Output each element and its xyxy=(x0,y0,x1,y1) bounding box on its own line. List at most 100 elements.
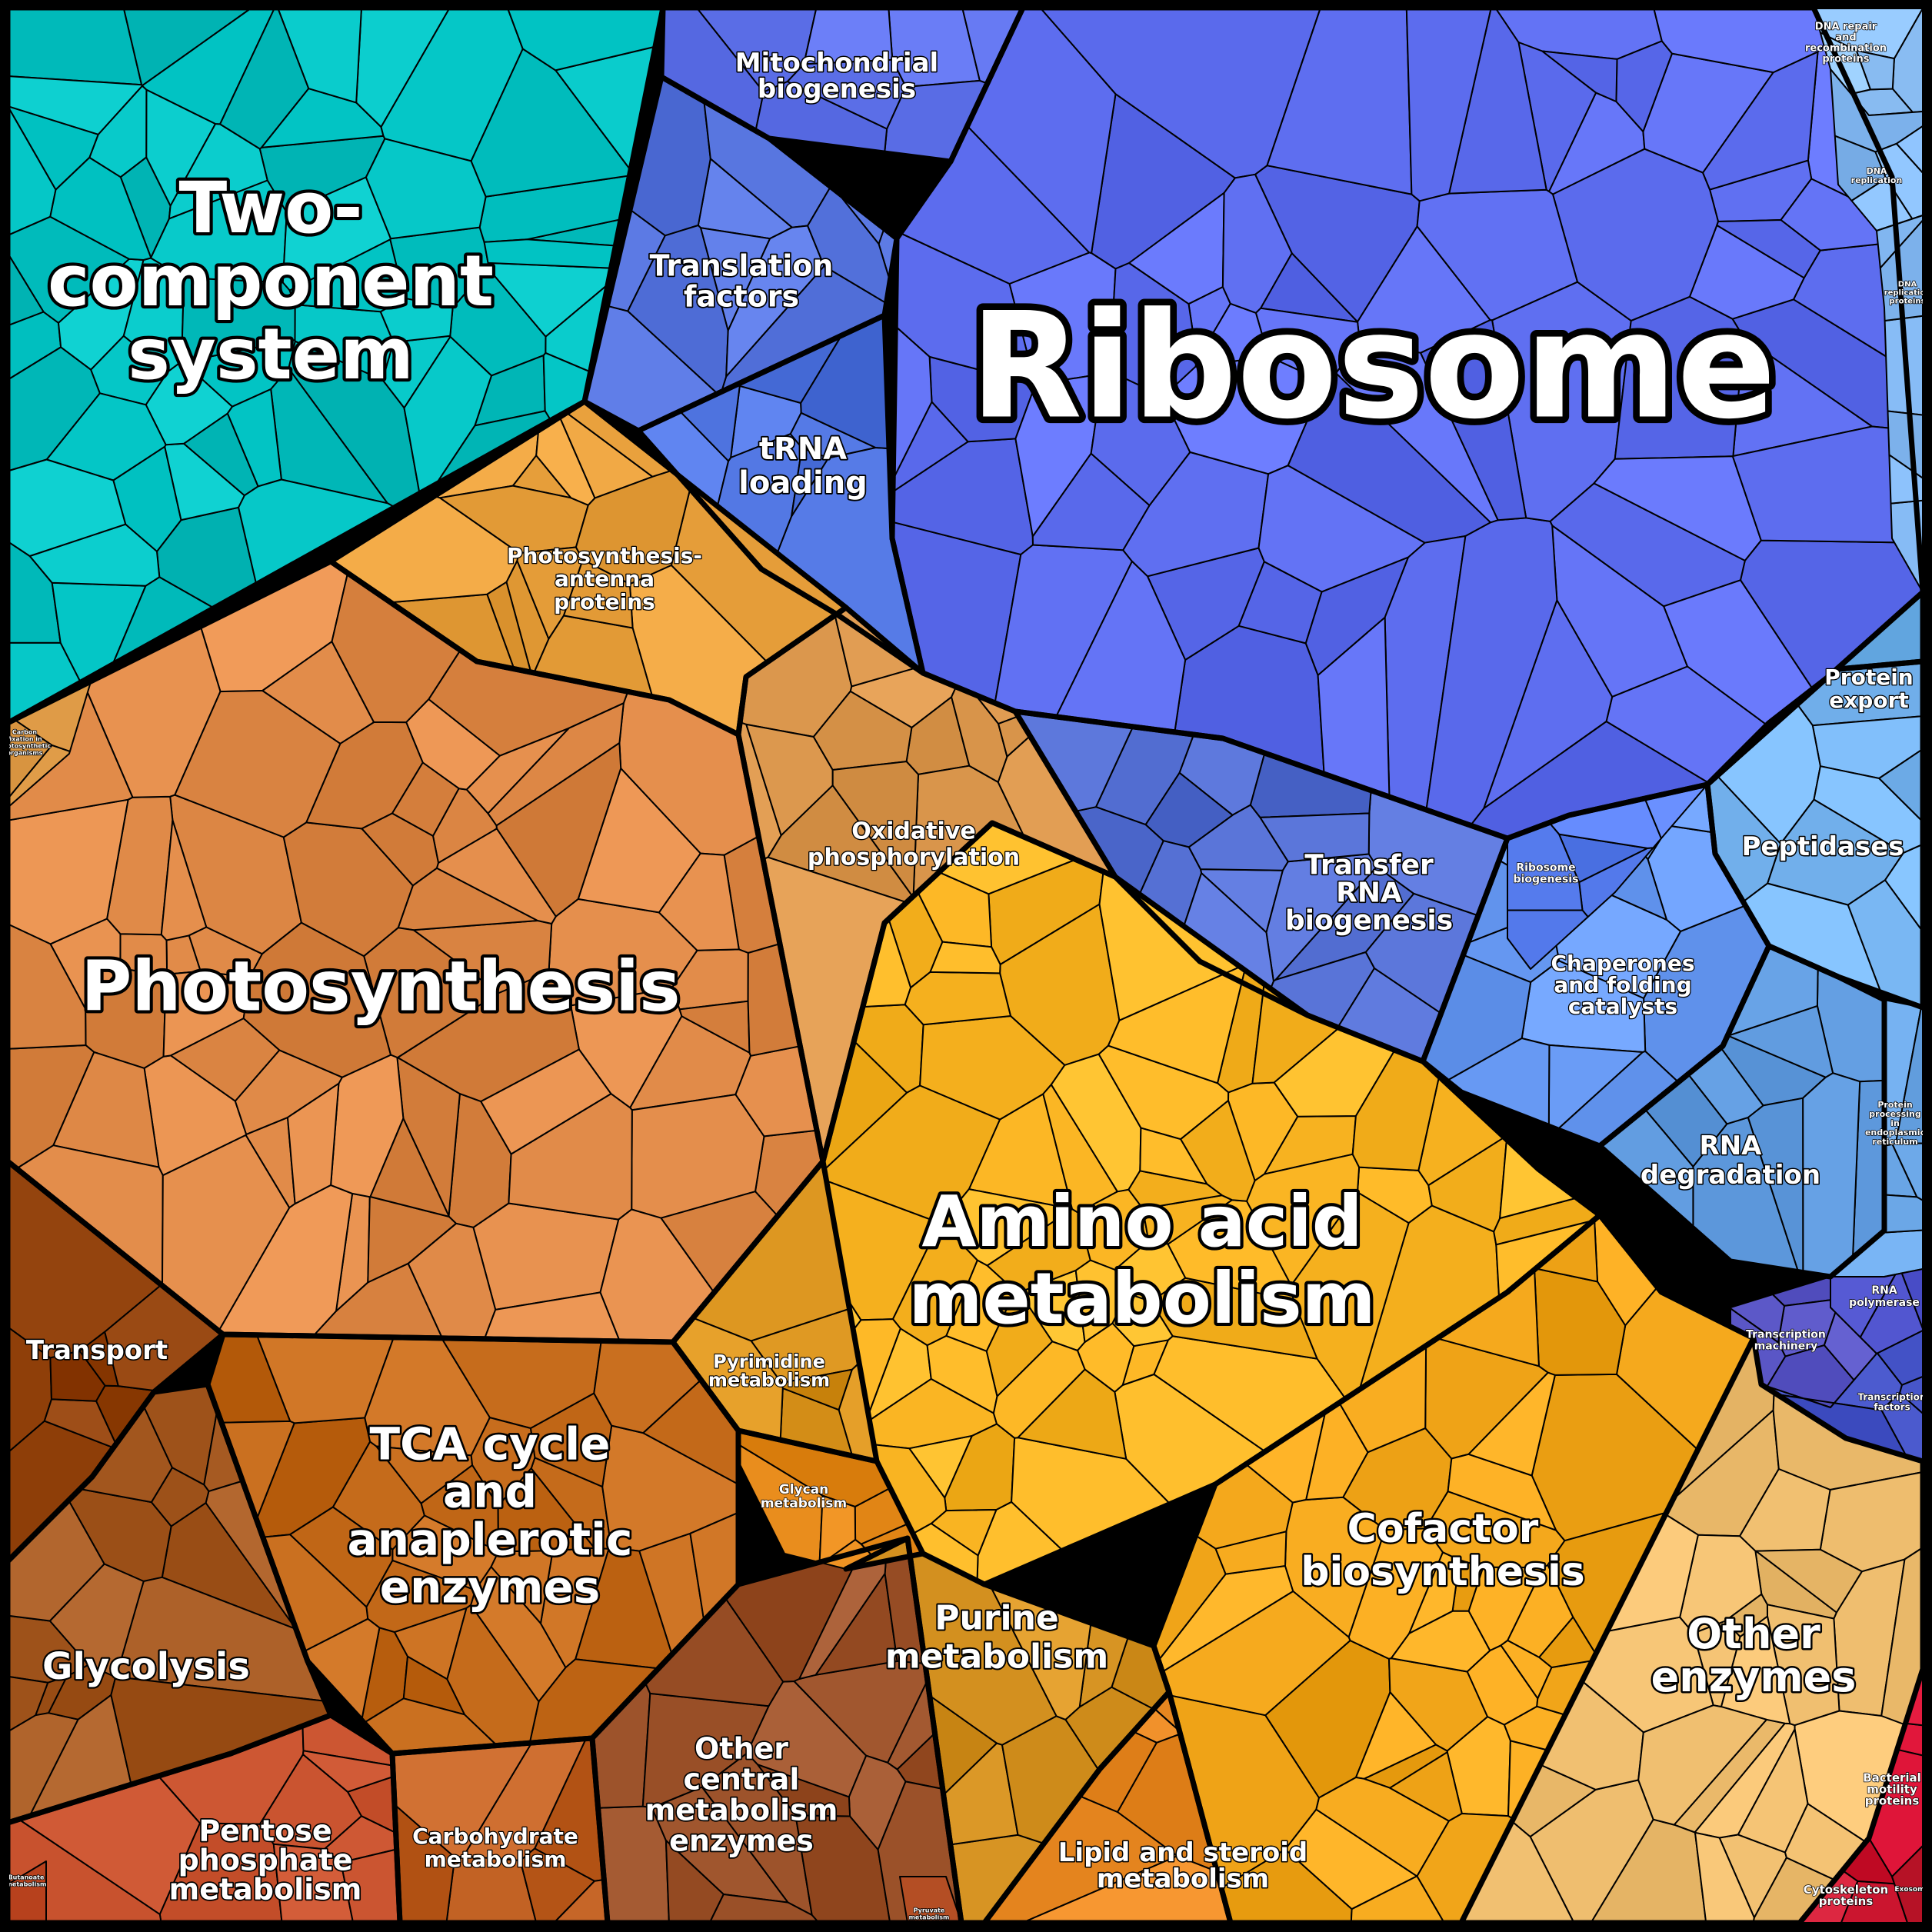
label-line: Ribosome xyxy=(970,281,1776,451)
protein-cell xyxy=(658,852,740,951)
protein-cell xyxy=(181,277,296,363)
region-peptidases xyxy=(1707,661,1924,1008)
label-line: Other xyxy=(695,1731,788,1765)
label-line: degradation xyxy=(1641,1160,1820,1191)
protein-cell xyxy=(1716,219,1821,279)
label-line: metabolism xyxy=(169,1872,362,1906)
protein-cell xyxy=(497,1467,595,1553)
protein-cell xyxy=(786,58,907,130)
region-ribosome-biogenesis xyxy=(1507,784,1708,970)
region-lipid-steroid xyxy=(984,1691,1231,1924)
label-line: Other xyxy=(1687,1610,1820,1658)
label-line: motility xyxy=(1867,1782,1917,1796)
label-line: RNA xyxy=(1700,1131,1763,1161)
region-tca-cycle xyxy=(207,1334,739,1754)
label-line: metabolism xyxy=(885,1637,1108,1676)
label-dna-replication: DNA replication xyxy=(1851,166,1903,185)
label-line: Transcription xyxy=(1858,1392,1927,1403)
label-line: Cofactor xyxy=(1347,1506,1539,1552)
label-line: Bacterial xyxy=(1863,1770,1921,1784)
label-line: metabolism xyxy=(761,1496,847,1511)
voronoi-cells xyxy=(7,7,1924,1924)
label-line: Oxidative xyxy=(851,818,975,845)
protein-cell xyxy=(1221,173,1293,314)
region-carbon-fixation xyxy=(7,676,93,808)
label-line: metabolism xyxy=(908,1257,1375,1340)
label-ribosome: Ribosome xyxy=(970,281,1776,451)
label-line: proteins xyxy=(1865,1794,1920,1807)
label-exosome: Exosome xyxy=(1894,1886,1929,1894)
label-line: system xyxy=(128,313,414,395)
label-purine: Purine metabolism xyxy=(885,1598,1108,1676)
region-translation-factors xyxy=(584,76,898,431)
label-carbon-fixation: Carbon fixation in photosynthetic organisms xyxy=(0,728,51,756)
label-line: Transcription xyxy=(1746,1328,1826,1341)
label-line: proteins xyxy=(1889,298,1925,306)
label-protein-export: Protein export xyxy=(1824,665,1913,713)
label-line: Lipid and steroid xyxy=(1058,1837,1307,1868)
label-line: metabolism xyxy=(708,1369,830,1391)
protein-cell xyxy=(508,1093,633,1221)
label-line: metabolism xyxy=(425,1847,567,1872)
region-rna-degradation xyxy=(1599,945,1885,1277)
label-photosynthesis: Photosynthesis xyxy=(81,947,680,1028)
protein-cell xyxy=(49,156,152,261)
label-line: machinery xyxy=(1754,1340,1818,1352)
protein-cell xyxy=(1042,1084,1118,1214)
region-two-component xyxy=(7,7,664,724)
protein-cell xyxy=(1880,1194,1924,1234)
label-line: Glycan xyxy=(779,1482,829,1497)
protein-cell xyxy=(1420,319,1527,521)
label-transfer-rna-biogenesis: Transfer RNA biogenesis xyxy=(1285,850,1453,937)
protein-cell xyxy=(1615,40,1673,133)
protein-cell xyxy=(929,941,1001,974)
label-glycan: Glycan metabolism xyxy=(761,1482,847,1511)
label-other-central: Other central metabolism enzymes xyxy=(645,1731,838,1857)
protein-cell xyxy=(495,742,622,918)
protein-cell xyxy=(7,7,143,86)
label-mitochondrial-biogenesis: Mitochondrial biogenesis xyxy=(735,48,938,105)
label-line: Purine xyxy=(934,1598,1059,1637)
protein-cell xyxy=(575,469,692,585)
label-line: enzymes xyxy=(380,1561,601,1613)
label-line: Protein xyxy=(1877,1100,1912,1110)
protein-cell xyxy=(365,138,487,240)
protein-cell xyxy=(1467,1371,1556,1477)
protein-cell xyxy=(238,478,396,585)
label-transcription-factors: Transcription factors xyxy=(1858,1392,1927,1413)
label-line: Two- xyxy=(178,167,362,249)
label-line: proteins xyxy=(1822,54,1869,65)
label-line: metabolism xyxy=(645,1793,838,1827)
label-line: component xyxy=(48,240,494,322)
region-pyrimidine xyxy=(672,1161,878,1462)
label-line: and folding xyxy=(1554,972,1691,998)
label-butanoate: Butanoate metabolism xyxy=(6,1874,47,1887)
protein-cell xyxy=(1730,1294,1785,1344)
label-pyruvate: Pyruvate metabolism xyxy=(909,1907,950,1920)
label-line: biogenesis xyxy=(1514,873,1579,885)
label-line: proteins xyxy=(554,589,655,615)
label-line: Pyrimidine xyxy=(713,1351,825,1372)
label-line: polymerase xyxy=(1849,1297,1920,1309)
protein-cell xyxy=(951,686,1008,783)
region-cofactor xyxy=(1153,1214,1754,1924)
region-other-central xyxy=(591,1537,962,1924)
label-line: Translation xyxy=(650,248,834,282)
label-line: Peptidases xyxy=(1741,831,1904,862)
protein-cell xyxy=(487,702,625,827)
label-line: biogenesis xyxy=(758,74,916,105)
protein-cell xyxy=(1031,452,1151,551)
label-line: metabolism xyxy=(909,1914,950,1920)
label-amino-acid: Amino acid metabolism xyxy=(908,1181,1375,1340)
label-other-enzymes: Other enzymes xyxy=(1651,1610,1857,1701)
label-line: and xyxy=(1835,32,1856,44)
label-line: Cytoskeleton xyxy=(1804,1883,1888,1897)
label-line: factors xyxy=(684,279,799,313)
label-oxidative-phosphorylation: Oxidative phosphorylation xyxy=(808,818,1020,871)
region-other-enzymes xyxy=(1461,1337,1924,1924)
label-line: Protein xyxy=(1824,665,1913,690)
label-line: TCA cycle xyxy=(370,1417,611,1470)
label-line: Photosynthesis xyxy=(81,947,680,1028)
label-line: anaplerotic xyxy=(348,1513,633,1565)
